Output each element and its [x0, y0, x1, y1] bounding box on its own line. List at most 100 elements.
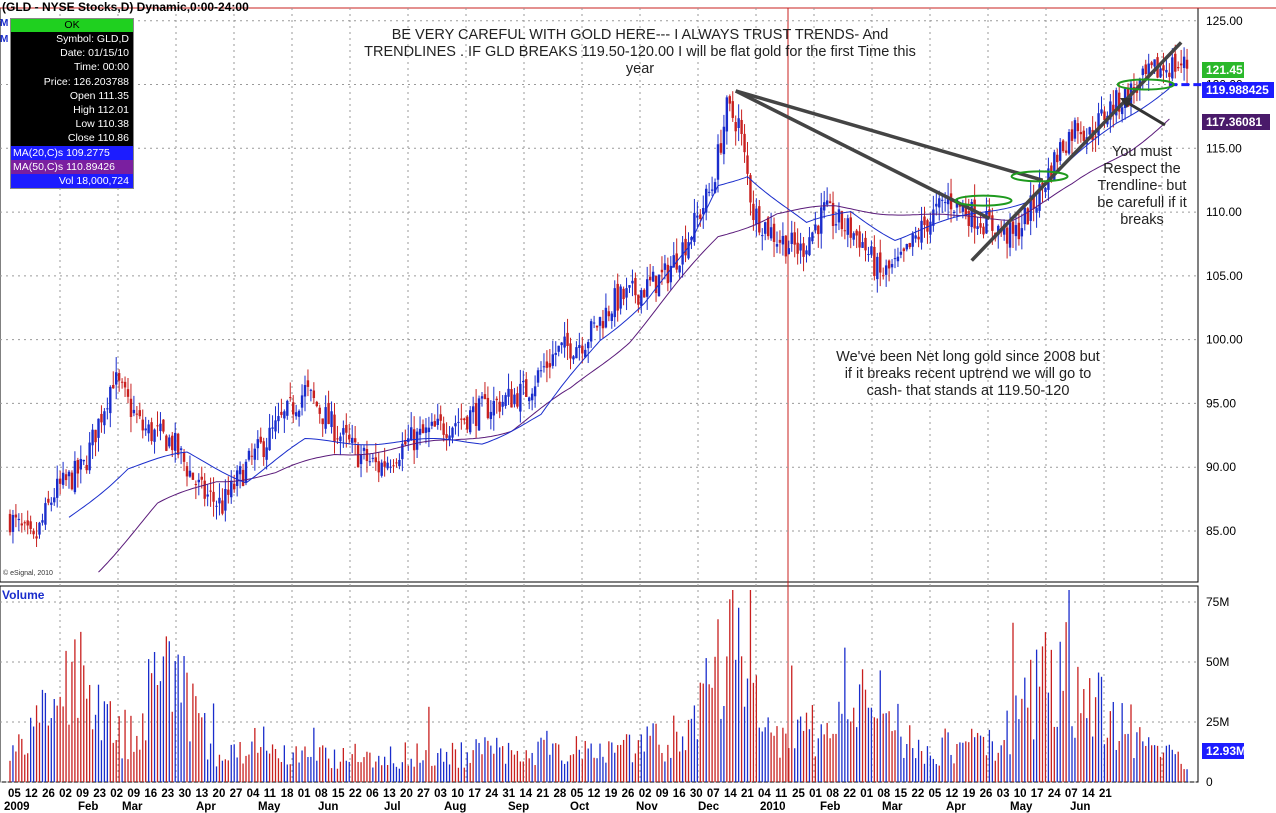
date-day-label: 01	[860, 788, 873, 800]
tooltip-ok-button[interactable]: OK	[11, 19, 133, 32]
candle-body	[637, 294, 640, 305]
price-tick-label: 125.00	[1206, 14, 1243, 28]
date-month-label: Feb	[820, 801, 840, 813]
candle-body	[345, 424, 348, 433]
candle-body	[657, 274, 661, 297]
candle-body	[725, 97, 729, 132]
candle-body	[14, 514, 18, 518]
candle-body	[85, 464, 88, 471]
candle-body	[504, 395, 507, 406]
candle-body	[41, 520, 44, 523]
date-day-label: 31	[502, 788, 515, 800]
candle-body	[902, 248, 906, 252]
candle-body	[1177, 67, 1180, 69]
candle-body	[737, 118, 740, 129]
candle-body	[445, 434, 448, 438]
candle-body	[159, 423, 162, 432]
candle-body	[206, 494, 209, 497]
candle-body	[374, 457, 377, 463]
price-tick-label: 115.00	[1206, 141, 1242, 155]
cursor-tooltip: OK Symbol: GLD,D Date: 01/15/10 Time: 00…	[10, 18, 134, 190]
date-day-label: 11	[775, 788, 788, 800]
highlight-ellipse	[1116, 78, 1175, 91]
candle-body	[1150, 62, 1153, 66]
date-day-label: 04	[758, 788, 771, 800]
volume-bars	[9, 590, 1188, 782]
date-day-label: 04	[247, 788, 260, 800]
candle-body	[1182, 56, 1186, 69]
date-day-label: 19	[963, 788, 976, 800]
candle-body	[528, 397, 531, 402]
candle-body	[70, 472, 74, 490]
candle-body	[336, 438, 339, 440]
tooltip-ma50: MA(50,C)s 110.89426	[11, 159, 133, 174]
candle-body	[392, 465, 395, 467]
date-month-label: May	[1010, 801, 1033, 813]
candle-body	[1100, 109, 1103, 114]
candle-body	[1159, 68, 1162, 78]
candle-body	[740, 119, 743, 134]
candle-body	[97, 418, 100, 438]
candle-body	[454, 423, 457, 427]
candle-body	[244, 461, 248, 482]
candle-body	[433, 421, 436, 427]
candle-body	[808, 237, 811, 256]
candle-body	[1097, 113, 1100, 136]
candle-body	[209, 490, 212, 492]
candle-body	[607, 311, 611, 317]
candle-body	[643, 289, 646, 298]
date-day-label: 07	[1065, 788, 1078, 800]
candle-body	[805, 250, 808, 255]
candle-body	[938, 198, 941, 208]
candle-body	[1103, 111, 1106, 121]
candle-body	[1064, 150, 1068, 153]
candle-body	[598, 317, 602, 326]
candle-body	[495, 398, 498, 401]
tooltip-close: Close 110.86	[67, 132, 129, 145]
candle-body	[471, 406, 475, 413]
date-day-label: 18	[281, 788, 294, 800]
trendline-highlights	[954, 78, 1175, 207]
date-day-label: 21	[536, 788, 549, 800]
candle-body	[811, 232, 814, 242]
trendline-falling	[734, 89, 991, 221]
candle-body	[513, 394, 516, 405]
date-day-label: 08	[826, 788, 839, 800]
candle-body	[920, 220, 923, 243]
candle-body	[147, 424, 150, 434]
candle-body	[908, 243, 911, 248]
candle-body	[191, 472, 195, 480]
candle-body	[11, 514, 15, 532]
candle-body	[115, 372, 118, 385]
candle-body	[716, 144, 720, 180]
candle-body	[50, 502, 53, 505]
candle-body	[365, 448, 369, 462]
candle-body	[1002, 224, 1006, 235]
candle-body	[294, 412, 298, 417]
volume-tick-label: 50M	[1206, 655, 1229, 669]
candle-body	[200, 476, 203, 480]
candle-body	[292, 402, 295, 415]
candle-body	[1073, 120, 1077, 139]
date-month-label: Jun	[318, 801, 338, 813]
candle-body	[581, 345, 584, 354]
candle-body	[123, 381, 127, 388]
date-day-label: 08	[315, 788, 328, 800]
candle-body	[554, 352, 557, 355]
candle-body	[469, 410, 472, 433]
candle-body	[501, 401, 504, 407]
candle-body	[286, 400, 289, 416]
candle-body	[327, 402, 330, 425]
candle-body	[1070, 129, 1074, 141]
candle-body	[168, 437, 171, 447]
candle-body	[463, 418, 466, 421]
candle-body	[625, 288, 628, 298]
candle-body	[982, 226, 985, 235]
candle-body	[595, 325, 599, 328]
candle-body	[359, 454, 363, 465]
candle-body	[144, 428, 147, 431]
date-month-label: May	[258, 801, 281, 813]
annotation-right-line3: Trendline- but	[1097, 178, 1187, 194]
candle-body	[578, 345, 581, 348]
date-day-label: 24	[485, 788, 498, 800]
